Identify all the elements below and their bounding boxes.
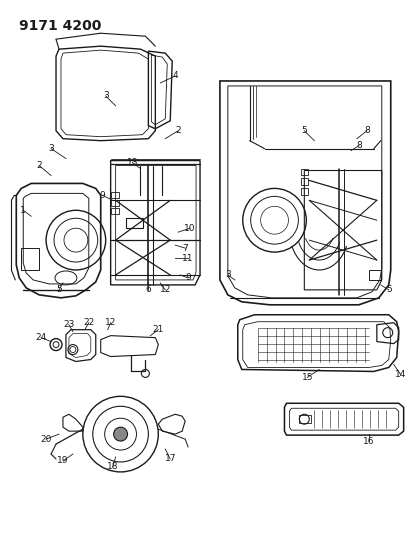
Text: 7: 7 xyxy=(182,244,188,253)
Text: 13: 13 xyxy=(127,158,138,167)
Text: 17: 17 xyxy=(164,455,176,464)
Text: 5: 5 xyxy=(56,285,62,294)
Text: 10: 10 xyxy=(185,224,196,233)
Text: 18: 18 xyxy=(107,463,118,472)
Text: 19: 19 xyxy=(57,456,69,465)
Text: 9171 4200: 9171 4200 xyxy=(19,19,102,33)
Text: 4: 4 xyxy=(172,71,178,80)
Text: 22: 22 xyxy=(83,318,95,327)
Text: 9: 9 xyxy=(100,191,106,200)
Text: 3: 3 xyxy=(103,91,109,100)
Text: 16: 16 xyxy=(363,437,375,446)
Text: 11: 11 xyxy=(182,254,194,263)
Text: 12: 12 xyxy=(159,285,171,294)
Text: 2: 2 xyxy=(36,161,42,170)
Text: 5: 5 xyxy=(386,285,392,294)
Text: 14: 14 xyxy=(395,370,406,379)
Text: 6: 6 xyxy=(145,285,151,294)
Text: 20: 20 xyxy=(40,434,52,443)
Text: 1: 1 xyxy=(21,206,26,215)
Text: 21: 21 xyxy=(152,325,164,334)
Text: 3: 3 xyxy=(225,270,231,279)
Text: 3: 3 xyxy=(48,144,54,153)
Text: 8: 8 xyxy=(364,126,370,135)
Text: 2: 2 xyxy=(175,126,181,135)
Text: 24: 24 xyxy=(35,333,47,342)
Text: 5: 5 xyxy=(301,126,307,135)
Text: 12: 12 xyxy=(105,318,116,327)
Circle shape xyxy=(113,427,127,441)
Text: 8: 8 xyxy=(356,141,362,150)
Text: 15: 15 xyxy=(302,373,313,382)
Text: 23: 23 xyxy=(63,320,75,329)
Bar xyxy=(21,248,39,270)
Text: 9: 9 xyxy=(185,273,191,282)
